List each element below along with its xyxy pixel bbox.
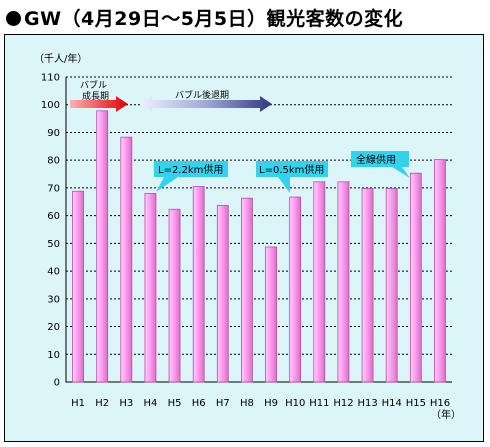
y-tick-label: 50 [47, 239, 60, 250]
bubble-growth-label-2: 成長期 [82, 90, 109, 102]
callout-h4: L=2.2km供用 [154, 161, 228, 192]
y-tick-label: 10 [47, 350, 60, 361]
x-tick-label: H6 [192, 398, 206, 409]
y-tick-label: 70 [47, 183, 60, 194]
x-tick-label: H13 [357, 398, 377, 409]
y-axis-label: （千人/年） [34, 52, 87, 65]
x-tick-label: H2 [95, 398, 109, 409]
bubble-decline-label: バブル後退期 [175, 89, 229, 101]
bar-h6 [192, 186, 205, 383]
x-tick-label: H7 [216, 398, 230, 409]
chart-title: GW（4月29日〜5月5日）観光客数の変化 [6, 4, 403, 31]
y-tick-label: 0 [54, 378, 60, 389]
bar-h8 [241, 197, 253, 383]
bar-h5 [168, 208, 181, 383]
x-tick-label: H5 [168, 398, 182, 409]
bar-h15 [409, 172, 422, 383]
chart-title-text: GW（4月29日〜5月5日）観光客数の変化 [24, 8, 404, 30]
x-tick-label: H9 [264, 398, 278, 409]
y-tick-label: 90 [47, 128, 60, 139]
bar-h10 [289, 196, 302, 383]
bar-h1 [72, 190, 84, 383]
callout-h15: 全線供用 [351, 151, 410, 178]
callout-h15-text: 全線供用 [356, 153, 396, 166]
bar-h2 [96, 110, 109, 383]
bubble-growth-arrow [70, 96, 128, 112]
x-tick-label: H12 [333, 398, 353, 409]
bar-h7 [216, 204, 229, 383]
y-tick-label: 110 [41, 73, 60, 84]
x-tick-label: H10 [285, 398, 305, 409]
bar-h16 [434, 159, 446, 383]
x-axis-unit: （年） [431, 408, 461, 421]
x-tick-label: H1 [71, 398, 85, 409]
callout-h4-text: L=2.2km供用 [158, 163, 223, 176]
bullet-icon [6, 11, 21, 26]
y-tick-label: 100 [41, 100, 60, 111]
x-tick-label: H14 [382, 398, 402, 409]
x-tick-label: H11 [309, 398, 329, 409]
bar-h9 [265, 246, 277, 383]
x-tick-label: H8 [240, 398, 254, 409]
y-tick-label: 40 [47, 267, 60, 278]
y-tick-label: 80 [47, 156, 60, 167]
bar-h11 [313, 181, 326, 383]
y-tick-label: 60 [47, 211, 60, 222]
bar-h13 [361, 188, 374, 383]
y-tick-label: 30 [47, 294, 60, 305]
y-tick-label: 20 [47, 322, 60, 333]
x-tick-label: H4 [143, 398, 157, 409]
bar-h14 [385, 188, 398, 383]
bubble-decline-arrow [140, 96, 272, 112]
callout-h10-text: L=0.5km供用 [259, 163, 324, 176]
bar-h3 [120, 136, 133, 383]
x-tick-label: H3 [119, 398, 133, 409]
x-tick-label: H15 [406, 398, 426, 409]
callout-h10: L=0.5km供用 [256, 161, 328, 193]
x-tick-label: H16 [430, 398, 450, 409]
bar-h4 [144, 193, 157, 383]
bubble-growth-label-1: バブル [80, 79, 107, 91]
bar-h12 [337, 181, 350, 383]
